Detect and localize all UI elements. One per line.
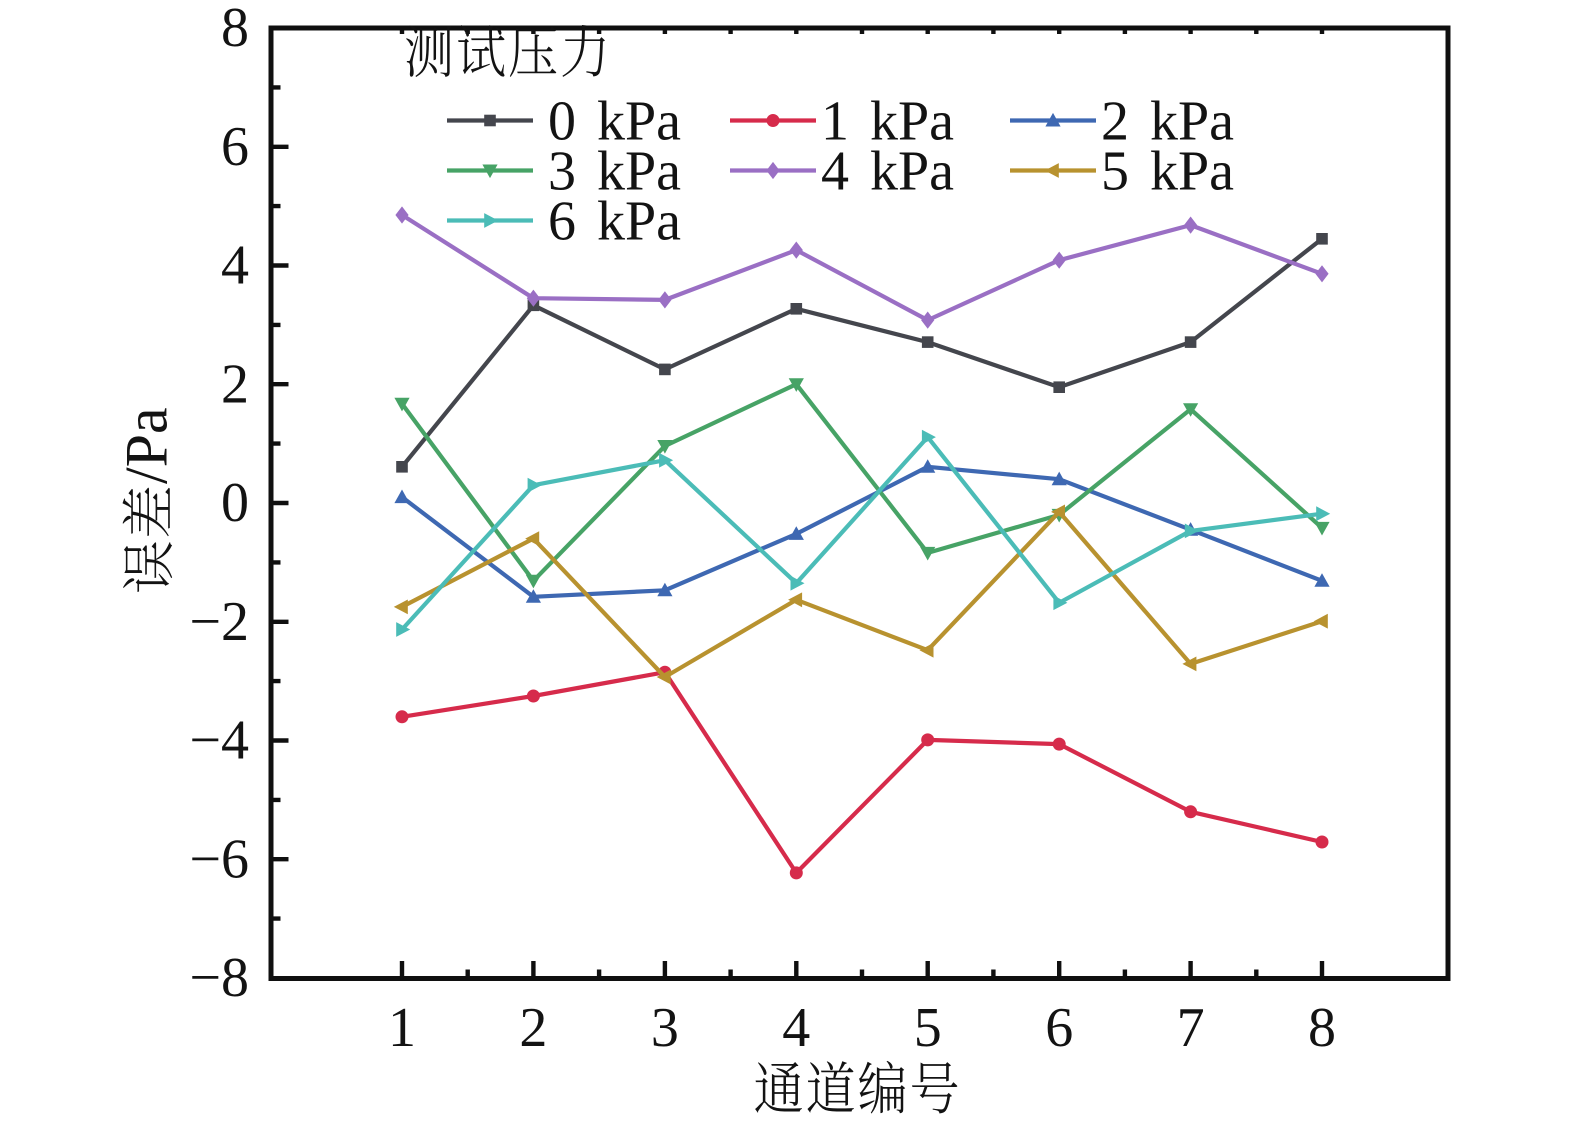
svg-text:5: 5 — [914, 997, 942, 1059]
svg-text:4: 4 — [221, 235, 249, 297]
svg-text:1: 1 — [388, 997, 416, 1059]
svg-text:2: 2 — [519, 997, 547, 1059]
svg-text:5 kPa: 5 kPa — [1101, 141, 1234, 203]
svg-text:3 kPa: 3 kPa — [548, 141, 681, 203]
svg-text:−6: −6 — [189, 829, 249, 891]
svg-text:1 kPa: 1 kPa — [821, 91, 954, 153]
svg-text:−4: −4 — [189, 710, 249, 772]
svg-text:/Pa: /Pa — [114, 407, 180, 484]
svg-text:−8: −8 — [189, 947, 249, 1009]
svg-text:0 kPa: 0 kPa — [548, 91, 681, 153]
svg-text:8: 8 — [221, 0, 249, 59]
svg-text:3: 3 — [651, 997, 679, 1059]
svg-text:0: 0 — [221, 472, 249, 534]
svg-text:−2: −2 — [189, 591, 249, 653]
svg-text:6 kPa: 6 kPa — [548, 191, 681, 253]
svg-text:2: 2 — [221, 353, 249, 415]
svg-text:2 kPa: 2 kPa — [1101, 91, 1234, 153]
svg-text:4 kPa: 4 kPa — [821, 141, 954, 203]
svg-text:6: 6 — [1045, 997, 1073, 1059]
svg-text:7: 7 — [1177, 997, 1205, 1059]
svg-text:6: 6 — [221, 116, 249, 178]
svg-text:8: 8 — [1308, 997, 1336, 1059]
svg-text:4: 4 — [782, 997, 810, 1059]
